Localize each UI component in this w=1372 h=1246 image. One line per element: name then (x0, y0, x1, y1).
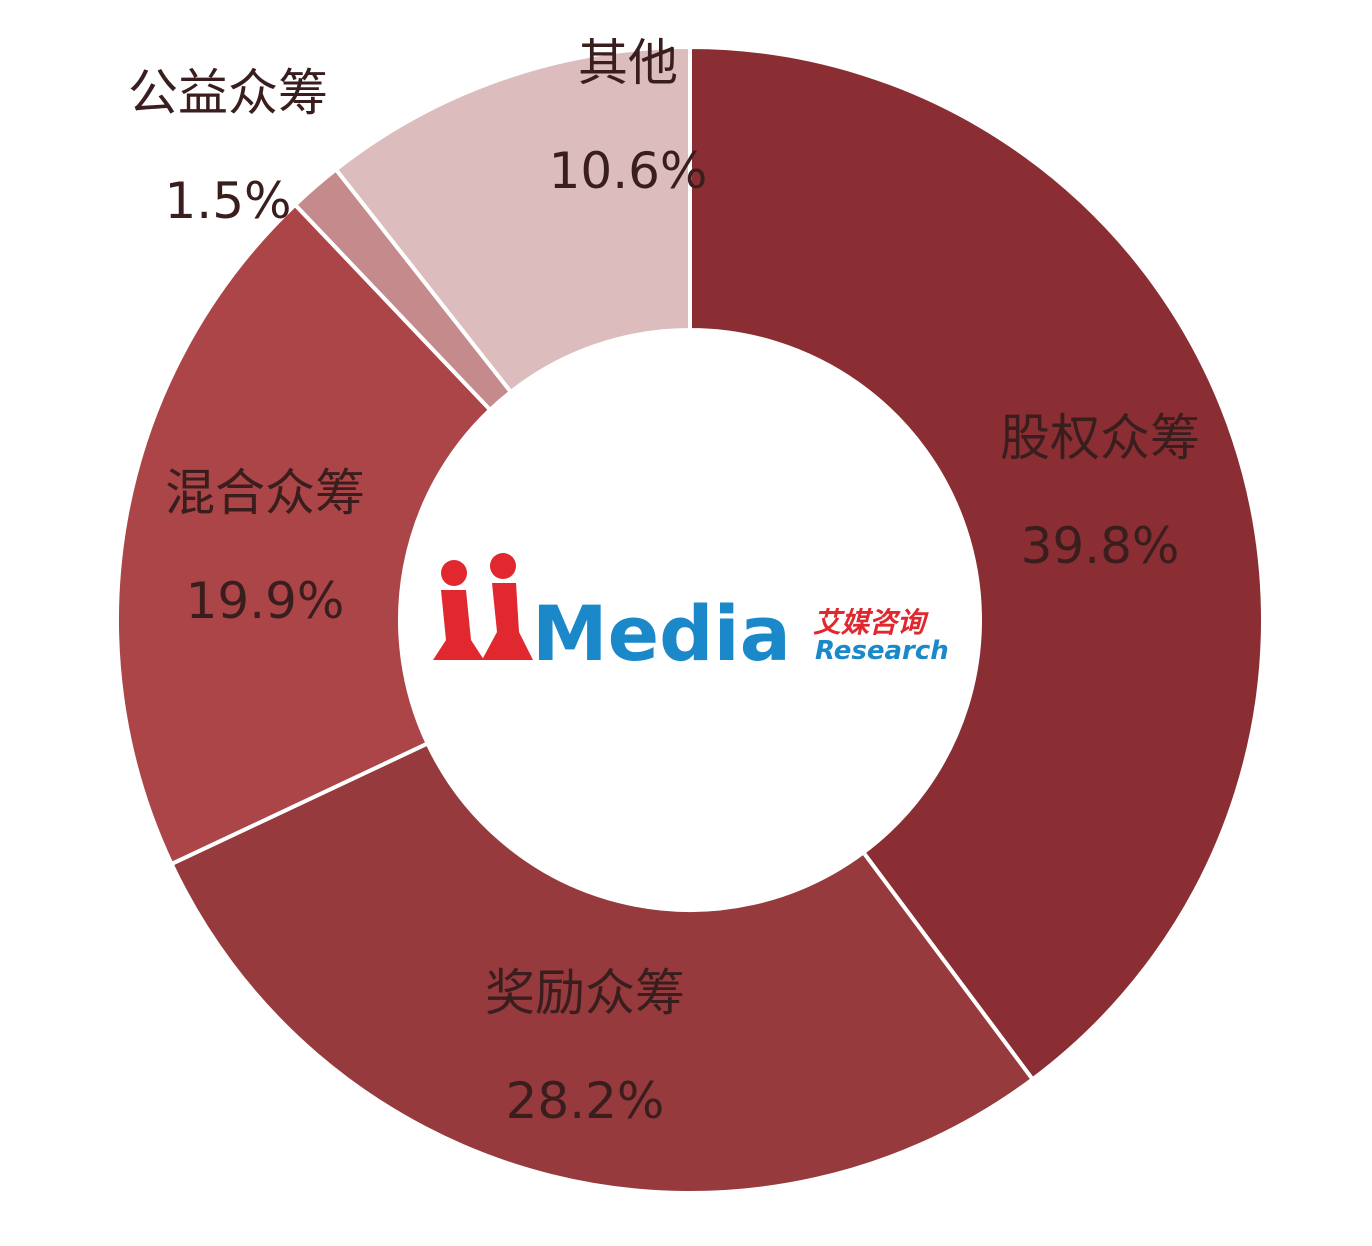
donut-labels: 股权众筹 39.8% 奖励众筹 28.2% 混合众筹 19.9% 公益众筹 1.5% 其他 10.… (128, 34, 1200, 1130)
donut-slice (688, 44, 1265, 1083)
slice-value-label: 28.2% (506, 1072, 665, 1130)
donut-slice (168, 740, 1036, 1195)
slice-label: 股权众筹 (1000, 409, 1200, 467)
slice-label: 其他 (578, 34, 678, 92)
slice-value-label: 1.5% (164, 172, 291, 230)
logo-brand-text: Media (532, 589, 791, 678)
slice-value-label: 10.6% (549, 142, 708, 200)
logo-cn-text: 艾媒咨询 (813, 606, 929, 639)
slice-value-label: 19.9% (186, 572, 345, 630)
imedia-logo: Media 艾媒咨询 Research (433, 553, 949, 678)
slice-label: 混合众筹 (165, 464, 365, 522)
slice-value-label: 39.8% (1021, 517, 1180, 575)
slice-label: 公益众筹 (128, 64, 328, 122)
logo-figures-icon (433, 553, 533, 660)
donut-slice (333, 44, 692, 395)
donut-slice (115, 201, 493, 867)
slice-label: 奖励众筹 (485, 964, 685, 1022)
logo-en-text: Research (815, 636, 949, 666)
donut-slices (115, 44, 1265, 1195)
